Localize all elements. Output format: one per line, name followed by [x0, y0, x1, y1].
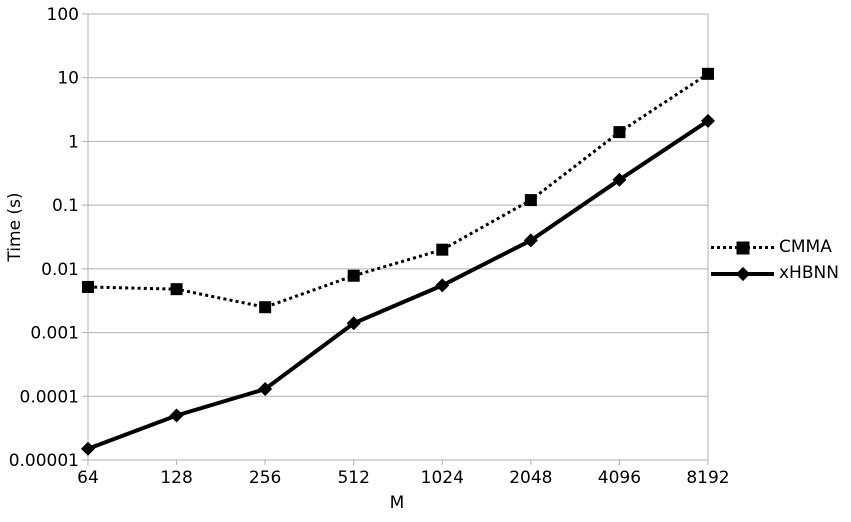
cmma-line-sample	[711, 239, 774, 256]
square-marker-icon	[259, 301, 272, 314]
square-marker-icon	[702, 67, 714, 80]
diamond-marker-icon	[523, 233, 538, 248]
x-axis-title: M	[389, 493, 405, 513]
diamond-marker-icon	[169, 408, 184, 423]
x-tick-label: 4096	[598, 468, 641, 488]
series-line-xhbnn	[87, 119, 710, 451]
series-line-cmma	[87, 72, 709, 309]
square-marker-icon	[82, 280, 94, 293]
x-tick-label: 1024	[421, 468, 464, 488]
y-axis-title: Time (s)	[5, 192, 25, 262]
y-tick-label: 0.01	[41, 260, 79, 280]
square-marker-icon	[347, 269, 360, 282]
diamond-marker-icon	[346, 316, 361, 331]
y-tick-label: 10	[57, 69, 79, 89]
x-tick-label: 2048	[509, 468, 552, 488]
x-tick-label: 256	[249, 468, 281, 488]
square-marker-icon	[170, 283, 183, 296]
diamond-marker-icon	[81, 441, 95, 456]
diamond-marker-icon	[612, 172, 627, 187]
square-marker-icon	[436, 243, 449, 256]
legend-label-cmma: CMMA	[779, 237, 832, 257]
xhbnn-line-sample	[711, 265, 774, 282]
y-tick-label: 0.0001	[20, 387, 79, 407]
square-marker-icon	[736, 241, 749, 254]
legend-item-xhbnn: xHBNN	[711, 265, 839, 282]
x-tick-label: 8192	[686, 468, 729, 488]
x-tick-label: 128	[160, 468, 192, 488]
legend-label-xhbnn: xHBNN	[779, 263, 839, 283]
y-tick-label: 100	[47, 5, 79, 25]
y-tick-label: 0.1	[52, 196, 79, 216]
y-tick-label: 1	[68, 132, 79, 152]
legend-item-cmma: CMMA	[711, 239, 839, 256]
legend: CMMA xHBNN	[711, 239, 839, 282]
square-marker-icon	[524, 194, 537, 207]
diamond-marker-icon	[435, 278, 450, 293]
x-tick-label: 64	[77, 468, 99, 488]
y-tick-label: 0.001	[30, 324, 79, 344]
x-tick-label: 512	[337, 468, 369, 488]
square-marker-icon	[613, 126, 626, 139]
y-tick-label: 0.00001	[9, 451, 79, 471]
diamond-marker-icon	[701, 113, 715, 128]
diamond-marker-icon	[258, 382, 273, 397]
diamond-marker-icon	[735, 266, 750, 281]
